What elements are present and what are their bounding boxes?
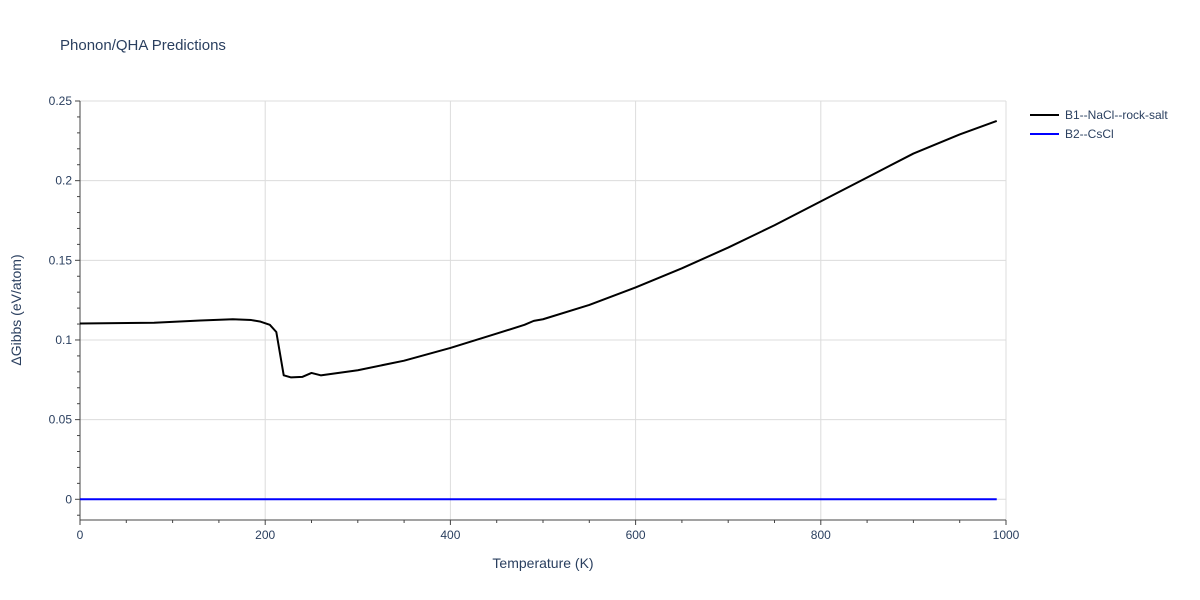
y-tick-label: 0.2	[55, 174, 72, 188]
legend: B1--NaCl--rock-salt B2--CsCl	[1030, 108, 1168, 141]
series-layer	[79, 119, 998, 501]
axes: 0 200 400 600 800 1000 0 0.05 0.1 0.15 0.2 0.25	[49, 94, 1020, 542]
x-tick-label: 600	[626, 528, 646, 542]
x-tick-label: 200	[255, 528, 275, 542]
y-tick-label: 0.05	[49, 413, 73, 427]
grid	[80, 100, 1007, 520]
chart-title: Phonon/QHA Predictions	[60, 37, 226, 54]
x-tick-label: 800	[811, 528, 831, 542]
x-tick-label: 1000	[993, 528, 1020, 542]
y-axis-title: ΔGibbs (eV/atom)	[8, 254, 24, 365]
legend-label-1: B1--NaCl--rock-salt	[1065, 108, 1168, 122]
x-tick-label: 0	[77, 528, 84, 542]
x-axis-title: Temperature (K)	[492, 555, 593, 571]
y-tick-label: 0.1	[55, 333, 72, 347]
series-line-1	[79, 119, 998, 379]
y-tick-label: 0	[65, 492, 72, 506]
legend-label-2: B2--CsCl	[1065, 127, 1114, 141]
y-tick-label: 0.25	[49, 94, 73, 108]
x-tick-label: 400	[440, 528, 460, 542]
y-tick-label: 0.15	[49, 253, 73, 267]
